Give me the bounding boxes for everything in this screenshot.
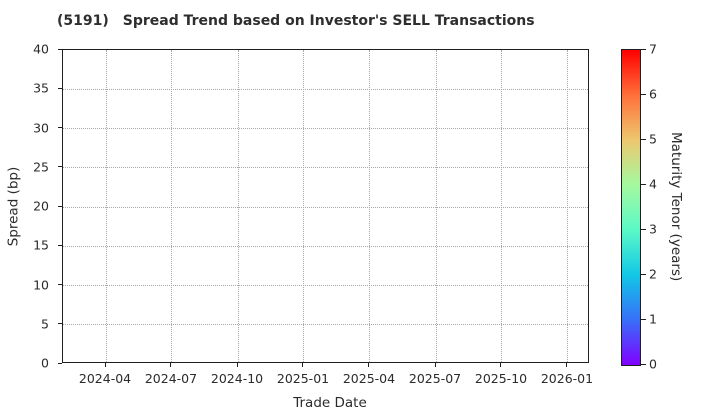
colorbar-tick-mark bbox=[641, 93, 646, 95]
x-tick-label: 2024-07 bbox=[144, 371, 198, 386]
y-tick-mark bbox=[58, 244, 62, 246]
y-tick-mark bbox=[58, 48, 62, 50]
colorbar-tick-mark bbox=[641, 183, 646, 185]
x-tick-mark bbox=[566, 363, 568, 367]
x-tick-label: 2025-07 bbox=[408, 371, 462, 386]
y-tick-mark bbox=[58, 284, 62, 285]
y-tick-label: 5 bbox=[41, 316, 49, 332]
colorbar-tick-label: 5 bbox=[649, 131, 657, 147]
x-gridline bbox=[435, 50, 437, 362]
x-tick-mark bbox=[104, 363, 106, 367]
x-gridline bbox=[501, 50, 503, 362]
x-axis-title: Trade Date bbox=[293, 395, 367, 411]
colorbar-tick-label: 0 bbox=[649, 356, 657, 372]
y-tick-mark bbox=[58, 323, 62, 325]
colorbar-tick-mark bbox=[641, 273, 646, 275]
y-tick-label: 25 bbox=[33, 159, 49, 175]
colorbar-tick-mark bbox=[641, 48, 646, 50]
colorbar-tick-mark bbox=[641, 228, 646, 230]
colorbar-tick-label: 3 bbox=[649, 221, 657, 237]
chart-title-code: (5191) bbox=[57, 13, 109, 29]
y-gridline bbox=[63, 285, 588, 286]
x-tick-mark bbox=[500, 363, 502, 367]
plot-area bbox=[62, 49, 589, 363]
x-gridline bbox=[303, 50, 305, 362]
colorbar-tick-label: 6 bbox=[649, 86, 657, 102]
colorbar-title: Maturity Tenor (years) bbox=[668, 132, 684, 282]
y-axis-title: Spread (bp) bbox=[5, 166, 22, 247]
y-tick-label: 0 bbox=[41, 355, 49, 371]
colorbar-tick-label: 4 bbox=[649, 176, 657, 192]
x-tick-label: 2024-10 bbox=[210, 371, 264, 386]
y-tick-label: 40 bbox=[33, 41, 49, 57]
x-tick-label: 2025-04 bbox=[342, 371, 396, 386]
y-tick-mark bbox=[58, 87, 62, 89]
colorbar-tick-label: 2 bbox=[649, 266, 657, 282]
x-tick-mark bbox=[434, 363, 436, 367]
y-gridline bbox=[63, 324, 588, 326]
y-tick-label: 20 bbox=[33, 198, 49, 214]
y-tick-mark bbox=[58, 166, 62, 168]
x-gridline bbox=[369, 50, 371, 362]
x-tick-mark bbox=[302, 363, 304, 367]
x-tick-label: 2025-10 bbox=[474, 371, 528, 386]
y-tick-label: 10 bbox=[33, 277, 49, 292]
colorbar-gradient bbox=[621, 49, 641, 366]
y-gridline bbox=[63, 88, 588, 90]
y-gridline bbox=[63, 167, 588, 169]
x-tick-mark bbox=[368, 363, 370, 367]
x-gridline bbox=[237, 50, 239, 362]
x-gridline bbox=[105, 50, 107, 362]
x-tick-mark bbox=[170, 363, 172, 367]
x-gridline bbox=[567, 50, 569, 362]
y-tick-label: 35 bbox=[33, 80, 49, 96]
x-tick-label: 2025-01 bbox=[276, 371, 330, 386]
chart-title: (5191) Spread Trend based on Investor's S… bbox=[57, 13, 535, 29]
y-tick-label: 30 bbox=[33, 120, 49, 135]
y-gridline bbox=[63, 245, 588, 247]
x-tick-mark bbox=[236, 363, 238, 367]
y-tick-mark bbox=[58, 127, 62, 128]
x-tick-label: 2024-04 bbox=[78, 371, 132, 386]
chart-title-text: Spread Trend based on Investor's SELL Tr… bbox=[122, 13, 535, 29]
y-gridline bbox=[63, 206, 588, 208]
y-tick-label: 15 bbox=[33, 237, 49, 253]
colorbar-tick-label: 7 bbox=[649, 41, 657, 57]
colorbar-tick-label: 1 bbox=[649, 311, 657, 327]
colorbar-tick-mark bbox=[641, 363, 646, 365]
x-tick-label: 2026-01 bbox=[540, 371, 594, 386]
x-gridline bbox=[171, 50, 173, 362]
y-gridline bbox=[63, 128, 588, 129]
colorbar-tick-mark bbox=[641, 318, 646, 320]
y-tick-mark bbox=[58, 362, 62, 364]
colorbar-tick-mark bbox=[641, 138, 646, 140]
y-tick-mark bbox=[58, 205, 62, 207]
